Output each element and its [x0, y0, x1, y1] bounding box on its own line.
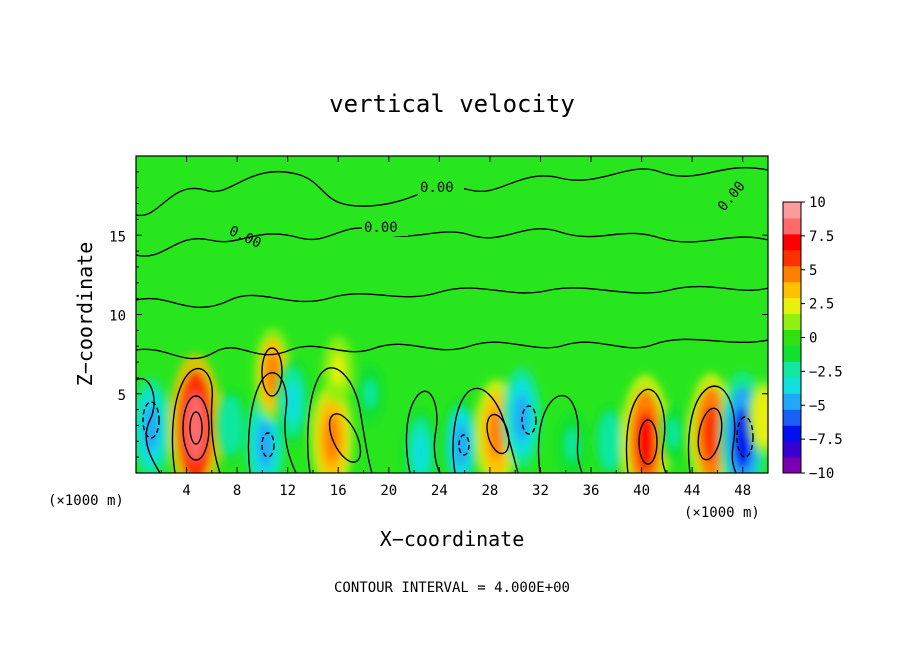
contour-line: [537, 395, 583, 473]
heatmap-cell: [566, 428, 578, 461]
y-tick-label: 10: [109, 309, 126, 325]
contour-line: [458, 434, 470, 456]
colorbar-tick-label: −7.5: [809, 432, 843, 448]
contour-line: [136, 227, 768, 257]
colorbar-tick-label: 5: [809, 263, 817, 279]
x-axis-label: X−coordinate: [380, 527, 525, 551]
y-tick-label: 5: [118, 388, 126, 404]
x-tick-label: 12: [279, 483, 296, 499]
colorbar-swatch: [783, 297, 801, 315]
contour-line: [247, 372, 297, 473]
colorbar-tick-label: −5: [809, 398, 826, 414]
x-tick-label: 24: [431, 483, 448, 499]
contour-line: [142, 401, 160, 439]
heatmap-cell: [757, 400, 768, 435]
colorbar-swatch: [783, 217, 801, 235]
x-tick-label: 4: [182, 483, 190, 499]
contour-line: [261, 432, 275, 458]
contour-line: [136, 377, 161, 473]
x-tick-label: 28: [481, 483, 498, 499]
y-axis-label: Z−coordinate: [73, 242, 97, 387]
contour-line: [736, 416, 754, 458]
plot-area: 0.00 0.00 0.00 0.00: [136, 156, 768, 473]
x-tick-label: 40: [633, 483, 650, 499]
colorbar-swatch: [783, 313, 801, 331]
contour-line: [405, 390, 441, 473]
x-tick-label: 32: [532, 483, 549, 499]
colorbar-swatch: [783, 281, 801, 299]
colorbar-swatch: [783, 409, 801, 426]
contour-line: [687, 385, 737, 473]
contour-line: [261, 347, 283, 397]
heatmap-cell: [224, 408, 238, 443]
colorbar-tick-label: −2.5: [809, 364, 843, 380]
colorbar-tick-label: 2.5: [809, 297, 834, 313]
colorbar-swatch: [783, 425, 801, 442]
heatmap-cell: [185, 393, 205, 461]
x-tick-label: 8: [233, 483, 241, 499]
contour-line: [625, 388, 667, 473]
x-tick-label: 20: [380, 483, 397, 499]
heatmap-cell: [364, 379, 376, 409]
colorbar-swatch: [783, 329, 801, 346]
heatmap-cell: [702, 405, 720, 462]
y-tick-label: 15: [109, 229, 126, 245]
contour-line: [638, 419, 658, 465]
x-tick-label: 16: [330, 483, 347, 499]
x-tick-label: 44: [684, 483, 701, 499]
contour-line: [521, 405, 537, 435]
colorbar-swatch: [783, 233, 801, 251]
heatmap-cell: [733, 407, 752, 470]
colorbar-tick-label: 10: [809, 195, 826, 211]
y-axis: 5 10 15: [109, 171, 768, 458]
contour-line: [486, 413, 510, 455]
colorbar-swatch: [783, 361, 801, 378]
x-unit-left: (×1000 m): [48, 493, 124, 509]
heatmap-cell: [667, 418, 679, 448]
contour-line: [136, 285, 768, 309]
heatmap-cell: [603, 423, 617, 459]
x-axis: 4 8 12 16 20 24 28 32 36 40 44 48: [160, 156, 751, 499]
contour-line: [136, 338, 768, 360]
contour-line: [452, 387, 519, 473]
x-unit-right: (×1000 m): [684, 505, 760, 521]
contour-label: 0.00: [420, 180, 454, 196]
heatmap-cell: [143, 405, 159, 453]
colorbar-tick-label: 0: [809, 331, 817, 347]
colorbar-swatch: [783, 249, 801, 267]
colorbar-swatch: [783, 377, 801, 394]
colorbar-tick-label: 7.5: [809, 229, 834, 245]
colorbar-swatch: [783, 457, 801, 474]
contour-line: [171, 367, 221, 473]
heatmap-cell: [453, 422, 468, 467]
colorbar-tick-label: −10: [809, 466, 834, 482]
contour-line: [307, 367, 373, 473]
colorbar-swatch: [783, 202, 801, 219]
colorbar-swatch: [783, 441, 801, 458]
contour-line: [189, 411, 203, 445]
chart-title: vertical velocity: [329, 90, 575, 118]
contour-line: [697, 407, 723, 461]
colorbar-swatch: [783, 345, 801, 362]
contour-line: [328, 413, 362, 463]
heatmap-cell: [257, 421, 273, 468]
colorbar-swatch: [783, 393, 801, 410]
colorbar-swatch: [783, 265, 801, 283]
x-tick-label: 48: [734, 483, 751, 499]
heatmap-cell: [285, 381, 300, 423]
contour-interval-note: CONTOUR INTERVAL = 4.000E+00: [334, 580, 570, 596]
x-tick-label: 36: [583, 483, 600, 499]
colorbar: 10 7.5 5 2.5 0 −2.5 −5 −7.5 −10: [782, 195, 843, 482]
contour-label: 0.00: [364, 220, 398, 236]
contour-line: [182, 395, 210, 461]
heatmap-cell: [413, 431, 428, 473]
